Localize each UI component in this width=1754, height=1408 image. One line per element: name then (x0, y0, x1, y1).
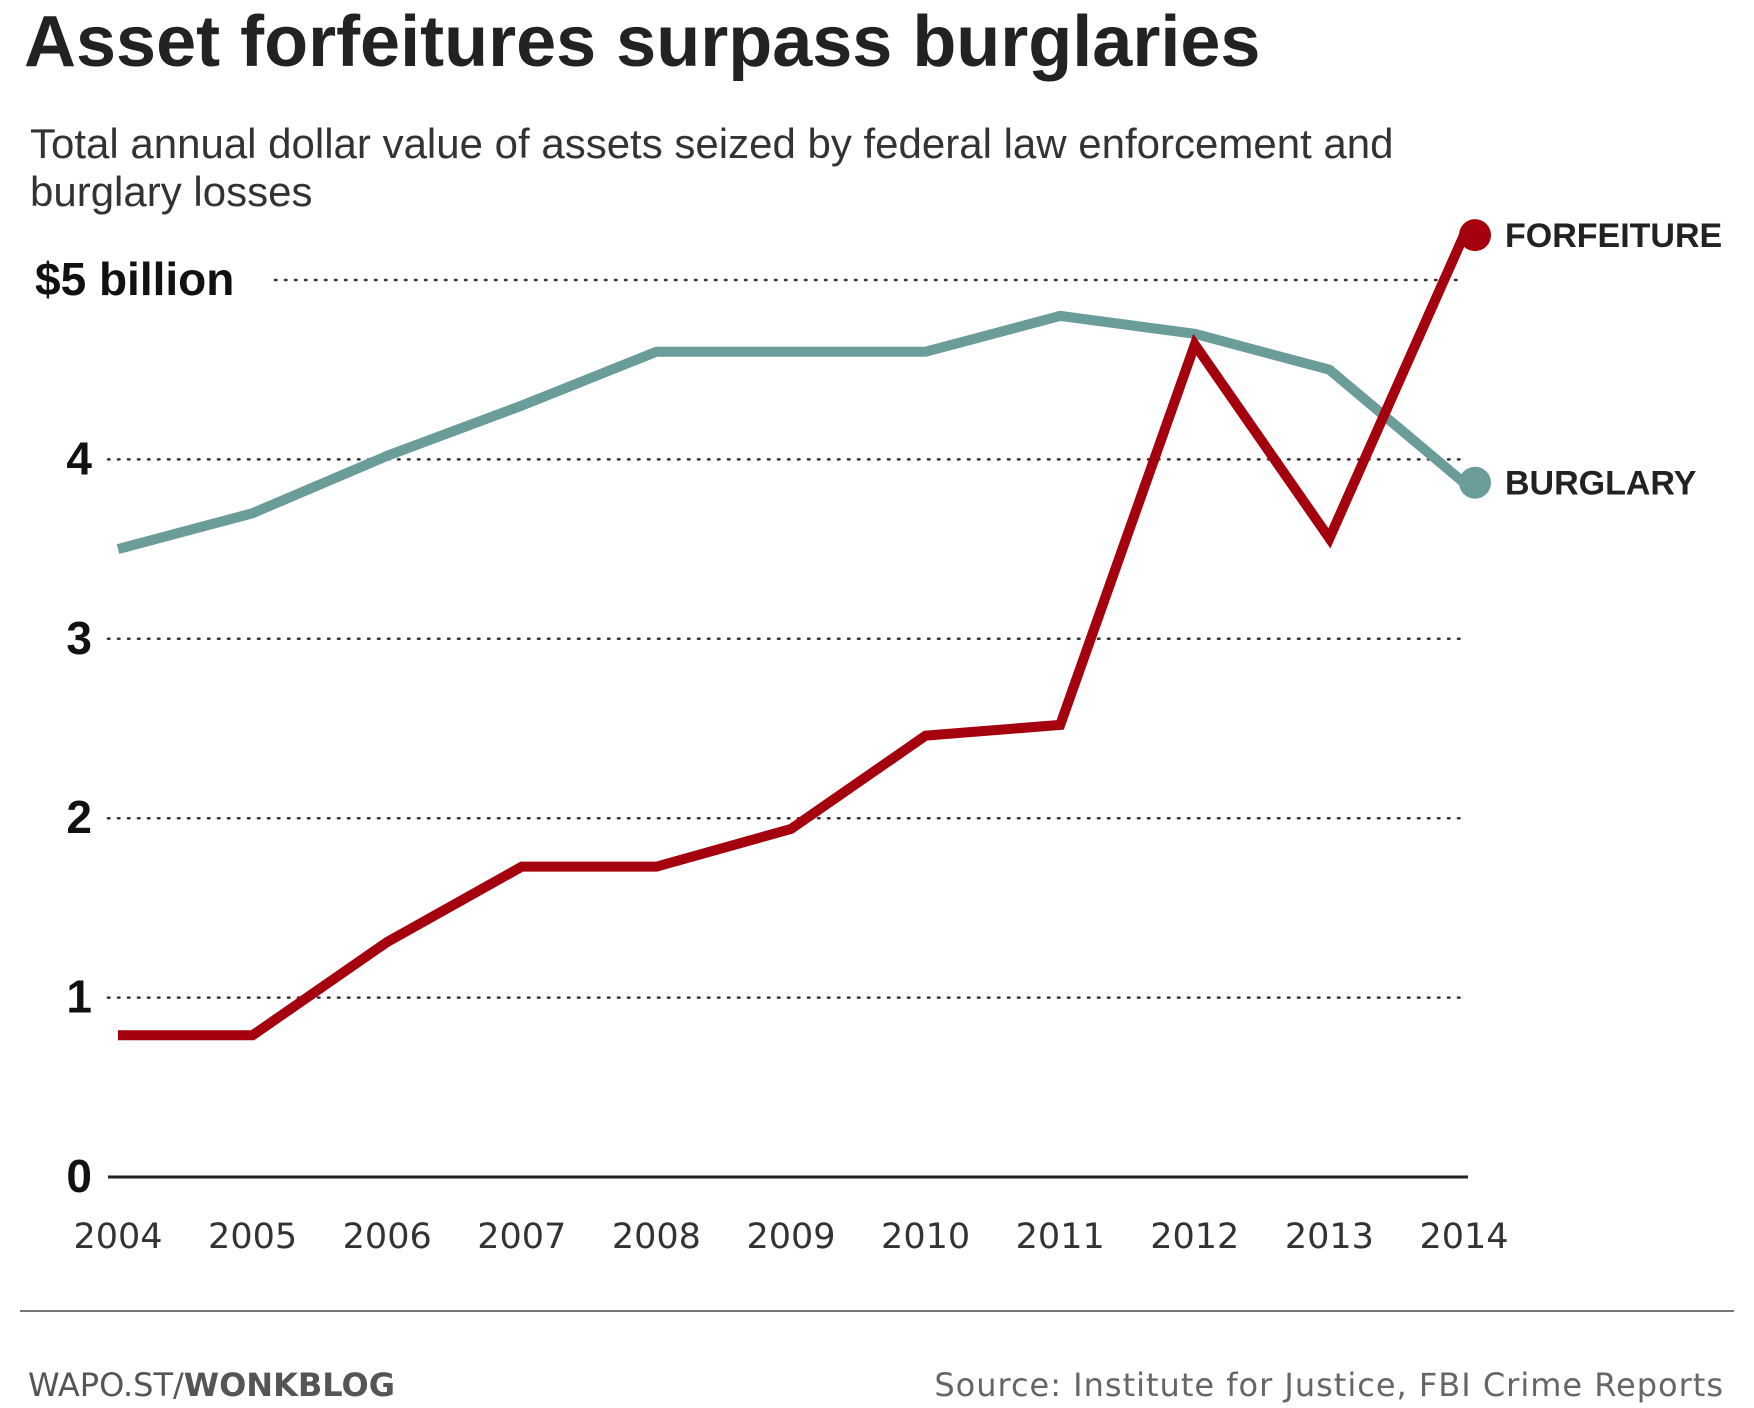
chart-subtitle-line-1: Total annual dollar value of assets seiz… (30, 120, 1393, 167)
x-tick-label: 2013 (1285, 1217, 1374, 1257)
burglary-line (116, 310, 1468, 554)
x-tick-label: 2005 (208, 1217, 297, 1257)
x-tick-label: 2012 (1150, 1217, 1239, 1257)
burglary-label: BURGLARY (1505, 465, 1697, 503)
x-tick-label: 2011 (1016, 1217, 1105, 1257)
x-axis-ticks: 2004 2005 2006 2007 2008 2009 2010 2011 2012 2013… (73, 1217, 1508, 1257)
series (116, 219, 1491, 1041)
forfeiture-end-marker (1459, 219, 1491, 252)
chart-title: Asset forfeitures surpass burglaries (24, 2, 1260, 82)
y-tick-label: 4 (66, 432, 92, 484)
gridlines (106, 278, 1464, 999)
footer-credit: WAPO.ST/WONKBLOG (28, 1366, 395, 1404)
footer-credit-bold: WONKBLOG (184, 1366, 395, 1404)
forfeiture-label: FORFEITURE (1505, 217, 1722, 255)
x-tick-label: 2010 (881, 1217, 970, 1257)
y-tick-label: $5 billion (35, 253, 234, 305)
forfeiture-line (118, 233, 1469, 1041)
y-tick-label: 0 (66, 1150, 92, 1202)
burglary-end-marker (1459, 466, 1491, 499)
x-tick-label: 2004 (73, 1217, 162, 1257)
x-tick-label: 2014 (1419, 1217, 1508, 1257)
footer-source: Source: Institute for Justice, FBI Crime… (934, 1366, 1724, 1404)
x-tick-label: 2009 (746, 1217, 835, 1257)
chart-subtitle-line-2: burglary losses (30, 168, 312, 215)
x-tick-label: 2006 (343, 1217, 432, 1257)
y-tick-label: 3 (66, 612, 92, 664)
y-tick-label: 1 (66, 971, 92, 1023)
x-tick-label: 2008 (612, 1217, 701, 1257)
legend-labels: BURGLARY FORFEITURE (1505, 217, 1722, 503)
y-tick-label: 2 (66, 791, 92, 843)
y-axis-ticks: 0 1 2 3 4 $5 billion (35, 253, 234, 1202)
x-tick-label: 2007 (477, 1217, 566, 1257)
footer-credit-prefix: WAPO.ST/ (28, 1366, 184, 1404)
